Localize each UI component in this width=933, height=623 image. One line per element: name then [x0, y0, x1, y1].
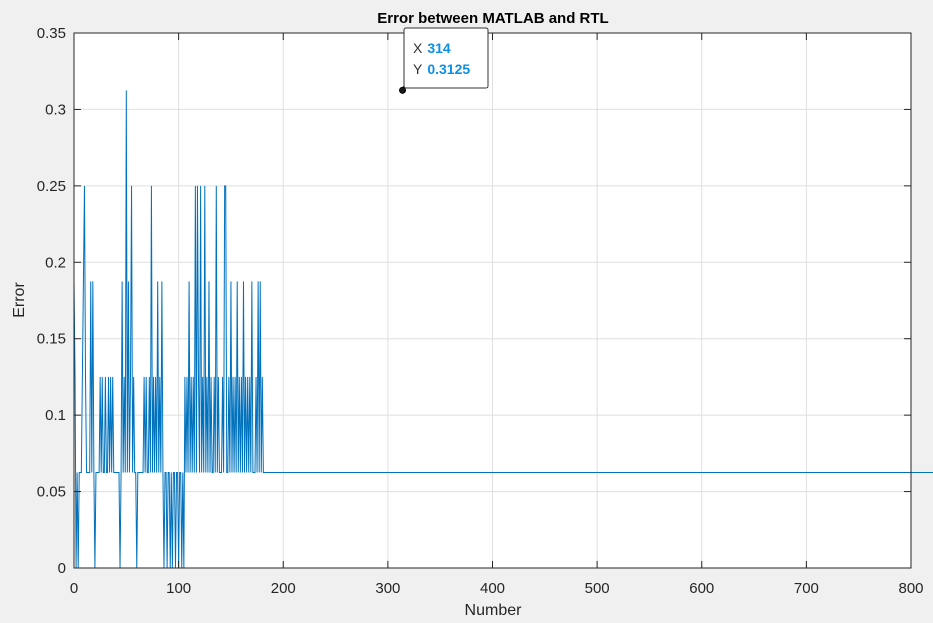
- x-tick-label: 0: [70, 580, 78, 597]
- y-tick-label: 0.1: [45, 407, 66, 424]
- datatip-y-label: Y: [413, 61, 423, 77]
- y-axis-label: Error: [11, 282, 28, 318]
- datatip-y-value: 0.3125: [427, 61, 470, 77]
- y-tick-label: 0.25: [37, 178, 66, 195]
- datatip-x-value: 314: [427, 40, 451, 56]
- y-tick-label: 0.05: [37, 484, 66, 501]
- x-tick-label: 700: [794, 580, 819, 597]
- x-tick-label: 200: [271, 580, 296, 597]
- axis-ticks: 0 100 200 300 400 500 600 700 800 0 0.05 0.1 0.15 0.2…: [37, 25, 924, 597]
- datatip-box: [403, 27, 489, 89]
- x-tick-label: 800: [898, 580, 923, 597]
- x-axis-label: Number: [465, 602, 523, 619]
- plot-area[interactable]: 0 100 200 300 400 500 600 700 800 0 0.05 0.1 0.15 0.2…: [37, 25, 933, 597]
- y-tick-label: 0.35: [37, 25, 66, 42]
- y-tick-label: 0.15: [37, 331, 66, 348]
- x-tick-label: 600: [689, 580, 714, 597]
- x-tick-label: 500: [585, 580, 610, 597]
- datatip-y-row: Y 0.3125: [413, 61, 470, 77]
- series-line-group: [73, 90, 933, 569]
- datatip-x-label: X: [413, 40, 423, 56]
- datatip[interactable]: X 314 Y 0.3125: [399, 27, 489, 94]
- y-tick-label: 0.2: [45, 254, 66, 271]
- x-tick-label: 100: [166, 580, 191, 597]
- y-tick-label: 0: [58, 560, 66, 577]
- y-tick-label: 0.3: [45, 101, 66, 118]
- series-line: [73, 90, 933, 569]
- datatip-marker[interactable]: [399, 86, 407, 94]
- chart-title: Error between MATLAB and RTL: [377, 10, 608, 27]
- datatip-x-row: X 314: [413, 40, 451, 56]
- x-tick-label: 300: [375, 580, 400, 597]
- x-tick-label: 400: [480, 580, 505, 597]
